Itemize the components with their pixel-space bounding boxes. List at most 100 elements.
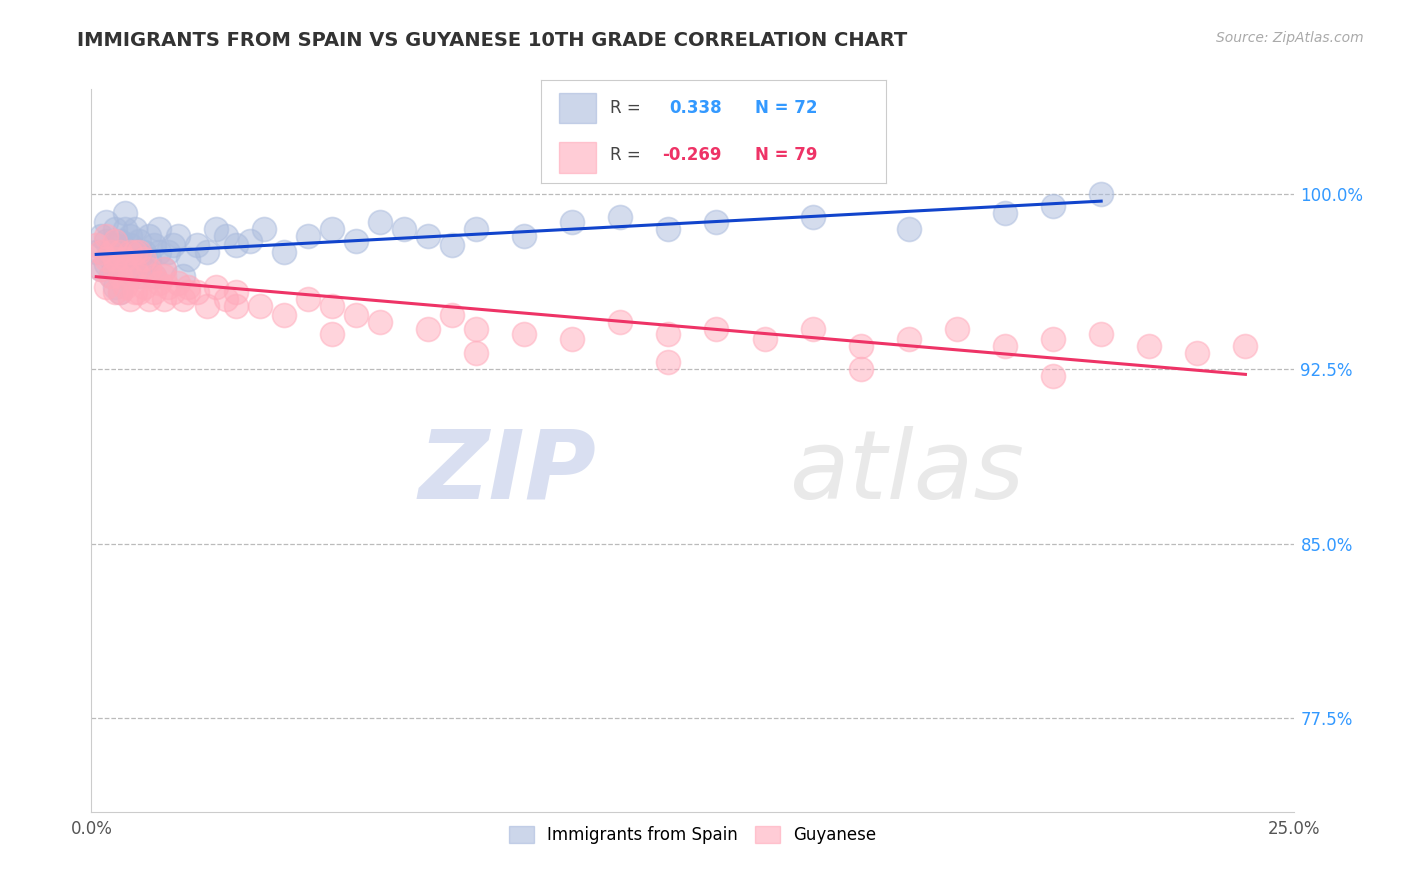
- Point: [657, 355, 679, 369]
- Point: [1090, 187, 1112, 202]
- Point: [104, 285, 127, 299]
- Point: [465, 345, 488, 359]
- Point: [118, 268, 141, 283]
- Point: [84, 245, 107, 260]
- Point: [148, 245, 170, 260]
- Legend: Immigrants from Spain, Guyanese: Immigrants from Spain, Guyanese: [502, 819, 883, 850]
- Point: [225, 238, 247, 252]
- Text: -0.269: -0.269: [662, 146, 721, 164]
- Point: [657, 326, 679, 341]
- Point: [114, 280, 136, 294]
- Point: [114, 261, 136, 276]
- Point: [128, 245, 150, 260]
- Point: [1090, 326, 1112, 341]
- Point: [114, 222, 136, 236]
- Point: [176, 285, 198, 299]
- Point: [128, 285, 150, 299]
- Point: [90, 245, 112, 260]
- Point: [118, 229, 141, 244]
- Point: [104, 252, 127, 267]
- Text: N = 79: N = 79: [755, 146, 817, 164]
- Point: [273, 245, 295, 260]
- Point: [368, 215, 391, 229]
- Point: [561, 215, 583, 229]
- Point: [172, 292, 194, 306]
- Point: [1042, 368, 1064, 383]
- Point: [392, 222, 415, 236]
- Point: [416, 322, 439, 336]
- Point: [94, 252, 117, 267]
- Text: Source: ZipAtlas.com: Source: ZipAtlas.com: [1216, 31, 1364, 45]
- Point: [897, 332, 920, 346]
- Point: [162, 238, 184, 252]
- Point: [657, 222, 679, 236]
- Point: [1042, 332, 1064, 346]
- Point: [100, 268, 122, 283]
- Point: [157, 280, 180, 294]
- Point: [994, 205, 1017, 219]
- Point: [84, 238, 107, 252]
- Point: [172, 268, 194, 283]
- Point: [440, 238, 463, 252]
- Point: [416, 229, 439, 244]
- Bar: [558, 142, 596, 173]
- Point: [215, 229, 238, 244]
- Point: [114, 205, 136, 219]
- Point: [138, 252, 160, 267]
- Point: [118, 292, 141, 306]
- Point: [90, 229, 112, 244]
- Point: [849, 362, 872, 376]
- Point: [148, 222, 170, 236]
- Point: [142, 268, 165, 283]
- Point: [128, 252, 150, 267]
- Text: R =: R =: [610, 99, 641, 117]
- Point: [124, 245, 146, 260]
- Point: [1187, 345, 1209, 359]
- Point: [100, 252, 122, 267]
- Point: [94, 215, 117, 229]
- Point: [321, 222, 343, 236]
- Text: R =: R =: [610, 146, 641, 164]
- Point: [118, 257, 141, 271]
- Point: [110, 245, 132, 260]
- Point: [104, 238, 127, 252]
- Point: [124, 222, 146, 236]
- Point: [344, 308, 367, 322]
- Point: [465, 222, 488, 236]
- Point: [609, 211, 631, 225]
- Point: [186, 285, 208, 299]
- Point: [253, 222, 276, 236]
- Point: [1042, 199, 1064, 213]
- Point: [128, 268, 150, 283]
- Point: [110, 234, 132, 248]
- Point: [162, 285, 184, 299]
- Text: 0.338: 0.338: [669, 99, 721, 117]
- Point: [561, 332, 583, 346]
- Text: N = 72: N = 72: [755, 99, 817, 117]
- Point: [134, 261, 156, 276]
- Point: [100, 245, 122, 260]
- Point: [134, 245, 156, 260]
- Point: [94, 234, 117, 248]
- Point: [134, 280, 156, 294]
- Point: [118, 245, 141, 260]
- Point: [609, 315, 631, 329]
- Point: [148, 276, 170, 290]
- Point: [100, 245, 122, 260]
- Point: [321, 326, 343, 341]
- Point: [801, 211, 824, 225]
- Point: [186, 238, 208, 252]
- Point: [513, 229, 536, 244]
- Point: [195, 245, 218, 260]
- Point: [142, 268, 165, 283]
- Point: [118, 268, 141, 283]
- Point: [104, 261, 127, 276]
- Point: [1137, 338, 1160, 352]
- Point: [706, 322, 728, 336]
- Point: [205, 280, 228, 294]
- Point: [138, 261, 160, 276]
- Point: [114, 261, 136, 276]
- Point: [142, 285, 165, 299]
- Point: [152, 261, 174, 276]
- Point: [368, 315, 391, 329]
